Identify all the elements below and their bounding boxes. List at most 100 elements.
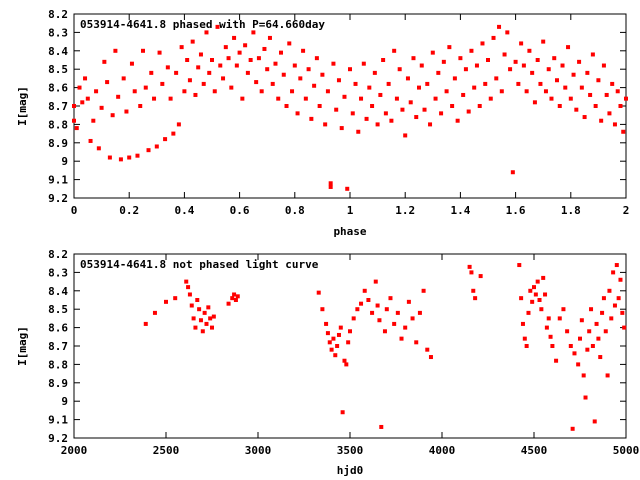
top-data-point [417,85,421,90]
top-data-point [618,104,623,108]
bottom-data-point [537,298,542,302]
top-data-point [615,89,620,94]
top-data-point [480,41,485,46]
bottom-data-point [592,419,597,424]
top-data-point [348,67,352,72]
top-data-point [129,61,134,66]
top-data-point [99,105,104,110]
top-data-point [284,104,289,108]
bottom-y-tick-label: 8.4 [48,285,68,298]
bottom-data-point [546,316,551,321]
top-data-point [276,96,281,101]
bottom-y-tick-label: 8.9 [48,377,68,390]
bottom-y-tick-label: 8.7 [48,340,68,353]
bottom-data-point [377,318,382,323]
top-data-point [306,67,311,72]
bottom-data-point [520,321,525,326]
bottom-data-point [335,344,340,348]
bottom-data-point [596,336,601,341]
bottom-data-point [414,340,419,345]
bottom-data-point [195,298,200,302]
bottom-data-point [541,275,546,280]
top-data-point [538,81,543,86]
bottom-data-point [320,307,325,312]
bottom-data-point [565,329,570,334]
top-data-point [149,70,154,75]
top-y-tick-label: 8.5 [48,63,68,76]
bottom-data-point [598,355,603,360]
bottom-data-point [581,373,586,378]
top-data-point [96,146,101,151]
bottom-data-point [572,351,577,356]
top-data-point [345,186,350,191]
top-data-point [207,70,212,75]
top-data-point [212,89,217,94]
top-data-point [552,56,557,61]
bottom-data-point [338,325,343,330]
bottom-data-point [340,410,345,415]
top-data-point [290,89,295,94]
top-y-axis-label: I[mag] [16,86,29,126]
top-data-point [472,85,477,90]
top-data-point [295,111,300,116]
bottom-data-point [528,288,533,293]
top-data-point [171,131,176,136]
top-data-point [455,118,460,123]
top-data-point [312,83,317,88]
top-data-point [590,52,595,57]
bottom-data-point [193,325,198,330]
top-data-point [210,58,214,62]
bottom-data-point [366,298,371,302]
bottom-data-point [316,290,321,295]
bottom-data-point [554,358,559,363]
top-data-point [251,30,256,35]
top-data-point [563,85,568,90]
top-data-point [226,56,231,61]
bottom-data-point [425,347,430,352]
top-data-point [77,85,82,90]
top-data-point [414,115,419,120]
top-data-point [579,85,584,90]
top-data-point [314,56,319,61]
bottom-data-point [578,336,582,341]
top-x-tick-label: 0.8 [285,204,305,217]
top-data-point [607,111,612,116]
bottom-data-point [603,329,608,334]
top-data-point [530,70,535,75]
top-y-tick-label: 9.2 [48,192,68,205]
bottom-data-point [579,318,584,323]
top-data-point [174,70,179,75]
top-data-point [588,92,593,97]
bottom-data-point [226,301,231,306]
bottom-x-tick-label: 4500 [521,444,548,457]
bottom-data-point [329,347,334,352]
top-data-point [309,116,314,121]
top-data-point [132,89,137,94]
bottom-data-point [406,299,411,304]
top-data-point [604,92,609,97]
bottom-data-point [187,292,192,297]
top-y-tick-label: 8.8 [48,118,68,131]
bottom-data-point [336,332,341,337]
bottom-data-point [417,310,422,315]
bottom-x-tick-label: 3000 [245,444,272,457]
top-data-point [477,104,482,108]
top-data-point [185,58,190,62]
bottom-data-point [601,296,606,301]
top-data-point [281,72,286,77]
top-data-point [397,67,402,72]
top-data-point [430,50,435,55]
top-data-point [601,63,606,68]
bottom-data-point [359,301,364,306]
bottom-data-point [543,292,548,297]
top-data-point [193,92,198,97]
top-data-point [215,24,220,29]
bottom-data-point [544,325,549,330]
bottom-data-point [605,373,610,378]
top-data-point [524,89,529,94]
top-x-tick-label: 0.2 [119,204,139,217]
top-data-point [83,76,88,81]
top-y-tick-label: 8.4 [48,45,68,58]
top-data-point [196,65,201,70]
